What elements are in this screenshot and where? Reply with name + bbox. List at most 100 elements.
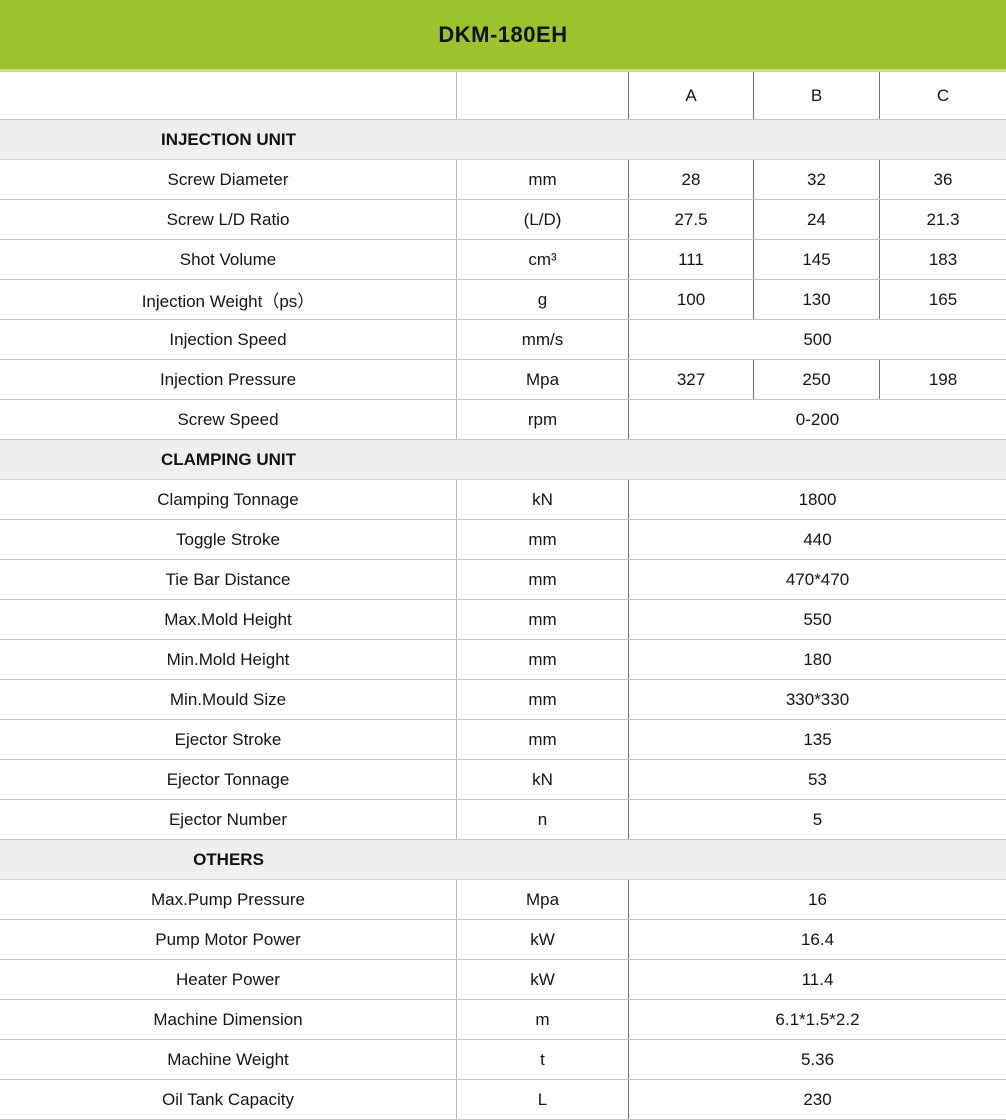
value-b: 145 [754,240,880,279]
spec-row-pump-motor-power: Pump Motor Power kW 16.4 [0,920,1006,960]
row-value-span: 5.36 [800,1049,835,1069]
row-unit: mm [457,600,629,639]
row-label: Screw L/D Ratio [0,200,457,239]
row-value-span: 330*330 [785,689,850,709]
section-header-cell: INJECTION UNIT [0,120,1006,159]
value-c: 198 [928,369,958,389]
section-header-clamping-unit: CLAMPING UNIT [0,440,1006,480]
row-unit: kN [457,760,629,799]
row-unit: kW [457,960,629,999]
row-label: Max.Pump Pressure [0,880,457,919]
row-label: Screw Speed [0,400,457,439]
row-unit: g [457,280,629,319]
section-header-cell: OTHERS [0,840,1006,879]
row-unit: mm [457,640,629,679]
row-label: Injection Pressure [0,360,457,399]
value-a: 27.5 [629,200,754,239]
spec-row-screw-diameter: Screw Diameter mm 28 32 36 [0,160,1006,200]
row-value-span: 0-200 [795,409,840,429]
row-label: Heater Power [0,960,457,999]
model-title-bar: DKM-180EH [0,0,1006,69]
value-b: 24 [754,200,880,239]
section-header-others: OTHERS [0,840,1006,880]
spec-row-ejector-tonnage: Ejector Tonnage kN 53 [0,760,1006,800]
row-label: Min.Mould Size [0,680,457,719]
row-label: Clamping Tonnage [0,480,457,519]
row-label: Injection Speed [0,320,457,359]
spec-row-ejector-number: Ejector Number n 5 [0,800,1006,840]
value-b: 250 [754,360,880,399]
row-value-span: 5 [812,809,823,829]
row-label: Ejector Tonnage [0,760,457,799]
spec-row-machine-weight: Machine Weight t 5.36 [0,1040,1006,1080]
spec-row-max-mold-height: Max.Mold Height mm 550 [0,600,1006,640]
row-value-span: 440 [803,529,832,549]
spec-row-screw-speed: Screw Speed rpm 0-200 [0,400,1006,440]
row-label: Injection Weight（ps） [0,280,457,319]
row-unit: Mpa [457,360,629,399]
row-unit: mm [457,720,629,759]
row-label: Pump Motor Power [0,920,457,959]
value-c: 21.3 [926,209,960,229]
row-unit: kN [457,480,629,519]
row-label: Machine Weight [0,1040,457,1079]
spec-row-oil-tank-capacity: Oil Tank Capacity L 230 [0,1080,1006,1120]
column-header-b: B [754,72,880,119]
row-value-span: 470*470 [785,569,850,589]
section-title: INJECTION UNIT [160,129,297,149]
column-header-spacer-unit [457,72,629,119]
row-value-span: 11.4 [801,969,834,989]
spec-row-min-mould-size: Min.Mould Size mm 330*330 [0,680,1006,720]
row-unit: cm³ [457,240,629,279]
row-label: Tie Bar Distance [0,560,457,599]
section-title: CLAMPING UNIT [160,449,297,469]
row-unit: mm [457,560,629,599]
spec-row-toggle-stroke: Toggle Stroke mm 440 [0,520,1006,560]
value-a: 327 [629,360,754,399]
row-label: Shot Volume [0,240,457,279]
spec-table-body: INJECTION UNIT Screw Diameter mm 28 32 36 Scre… [0,120,1006,1120]
row-value-span: 500 [803,329,832,349]
row-label: Toggle Stroke [0,520,457,559]
row-unit: n [457,800,629,839]
row-value-span: 16 [808,889,827,909]
column-header-c: C [936,85,950,105]
section-header-injection-unit: INJECTION UNIT [0,120,1006,160]
value-c: 36 [933,169,953,189]
spec-row-injection-weight-ps: Injection Weight（ps） g 100 130 165 [0,280,1006,320]
row-label: Min.Mold Height [0,640,457,679]
value-b: 32 [754,160,880,199]
column-header-spacer-label [0,72,457,119]
row-label: Screw Diameter [0,160,457,199]
row-label: Max.Mold Height [0,600,457,639]
section-header-cell: CLAMPING UNIT [0,440,1006,479]
row-value-span: 230 [803,1089,832,1109]
row-unit: t [457,1040,629,1079]
spec-row-min-mold-height: Min.Mold Height mm 180 [0,640,1006,680]
value-a: 100 [629,280,754,319]
row-label: Ejector Number [0,800,457,839]
row-label: Ejector Stroke [0,720,457,759]
model-title: DKM-180EH [438,21,568,47]
row-unit: mm [457,520,629,559]
row-value-span: 6.1*1.5*2.2 [775,1009,860,1029]
row-value-span: 135 [803,729,832,749]
spec-row-shot-volume: Shot Volume cm³ 111 145 183 [0,240,1006,280]
value-a: 28 [629,160,754,199]
row-unit: Mpa [457,880,629,919]
row-value-span: 16.4 [800,929,835,949]
row-value-span: 1800 [798,489,837,509]
row-unit: mm [457,680,629,719]
spec-row-max-pump-pressure: Max.Pump Pressure Mpa 16 [0,880,1006,920]
spec-row-injection-speed: Injection Speed mm/s 500 [0,320,1006,360]
spec-row-heater-power: Heater Power kW 11.4 [0,960,1006,1000]
title-bar-accent [0,69,1006,72]
row-unit: rpm [457,400,629,439]
spec-row-tie-bar-distance: Tie Bar Distance mm 470*470 [0,560,1006,600]
spec-row-injection-pressure: Injection Pressure Mpa 327 250 198 [0,360,1006,400]
spec-row-clamping-tonnage: Clamping Tonnage kN 1800 [0,480,1006,520]
column-header-a: A [629,72,754,119]
row-unit: mm/s [457,320,629,359]
section-title: OTHERS [193,849,264,869]
